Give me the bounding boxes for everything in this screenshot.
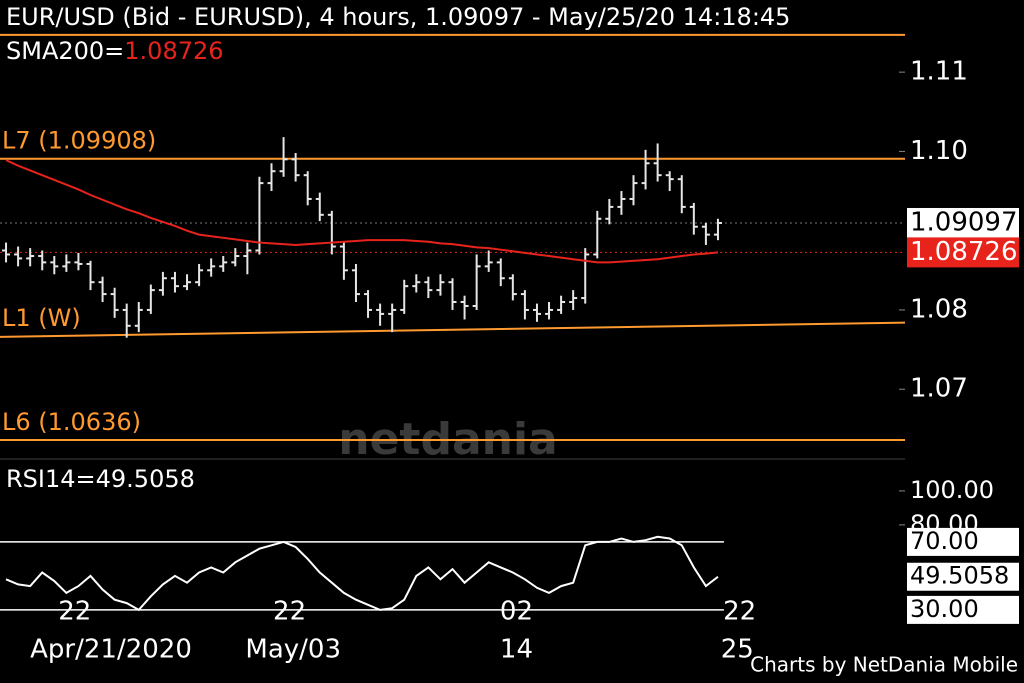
chart-title: EUR/USD (Bid - EURUSD), 4 hours, 1.09097… — [6, 3, 790, 31]
x-tick-label: 22 — [58, 597, 91, 627]
level-label: L7 (1.09908) — [2, 127, 156, 155]
rsi-legend: RSI14=49.5058 — [6, 465, 195, 493]
y-tick-label: 1.10 — [910, 136, 968, 166]
y-tick-label: 1.07 — [910, 374, 968, 404]
close-value-label: 1.09097 — [910, 207, 1018, 237]
rsi-value-box — [907, 562, 1019, 591]
rsi-tick-label: 30.00 — [910, 595, 979, 623]
rsi-tick-label: 70.00 — [910, 527, 979, 555]
sma-label: SMA200= — [6, 37, 124, 65]
x-tick-label-2: Apr/21/2020 — [30, 635, 192, 665]
rsi-tick-box — [907, 527, 1019, 556]
rsi-tick-label: 100.00 — [910, 476, 994, 504]
rsi-line — [5, 535, 719, 612]
rsi-value-label: 49.5058 — [910, 562, 1009, 590]
close-value-label-box — [907, 207, 1019, 238]
sma-line — [5, 159, 719, 264]
sma-value: 1.08726 — [124, 37, 223, 65]
sma-value-label: 1.08726 — [910, 237, 1018, 267]
sma-value-label-box — [907, 237, 1019, 268]
footer: Charts by NetDania Mobile — [750, 653, 1018, 677]
y-tick-label: 1.08 — [910, 294, 968, 324]
x-tick-label: 22 — [273, 597, 306, 627]
trend-line — [0, 321, 906, 338]
y-tick-label: 1.11 — [910, 57, 968, 87]
x-tick-label-2: May/03 — [245, 635, 341, 665]
trend-label: L1 (W) — [2, 304, 81, 332]
level-label: L6 (1.0636) — [2, 408, 141, 436]
sma-legend: SMA200=1.08726 — [6, 37, 224, 65]
x-tick-label-2: 25 — [721, 635, 754, 665]
x-tick-label: 22 — [723, 597, 756, 627]
rsi-tick-box — [907, 595, 1019, 624]
x-tick-label-2: 14 — [500, 635, 533, 665]
x-tick-label: 02 — [500, 597, 533, 627]
